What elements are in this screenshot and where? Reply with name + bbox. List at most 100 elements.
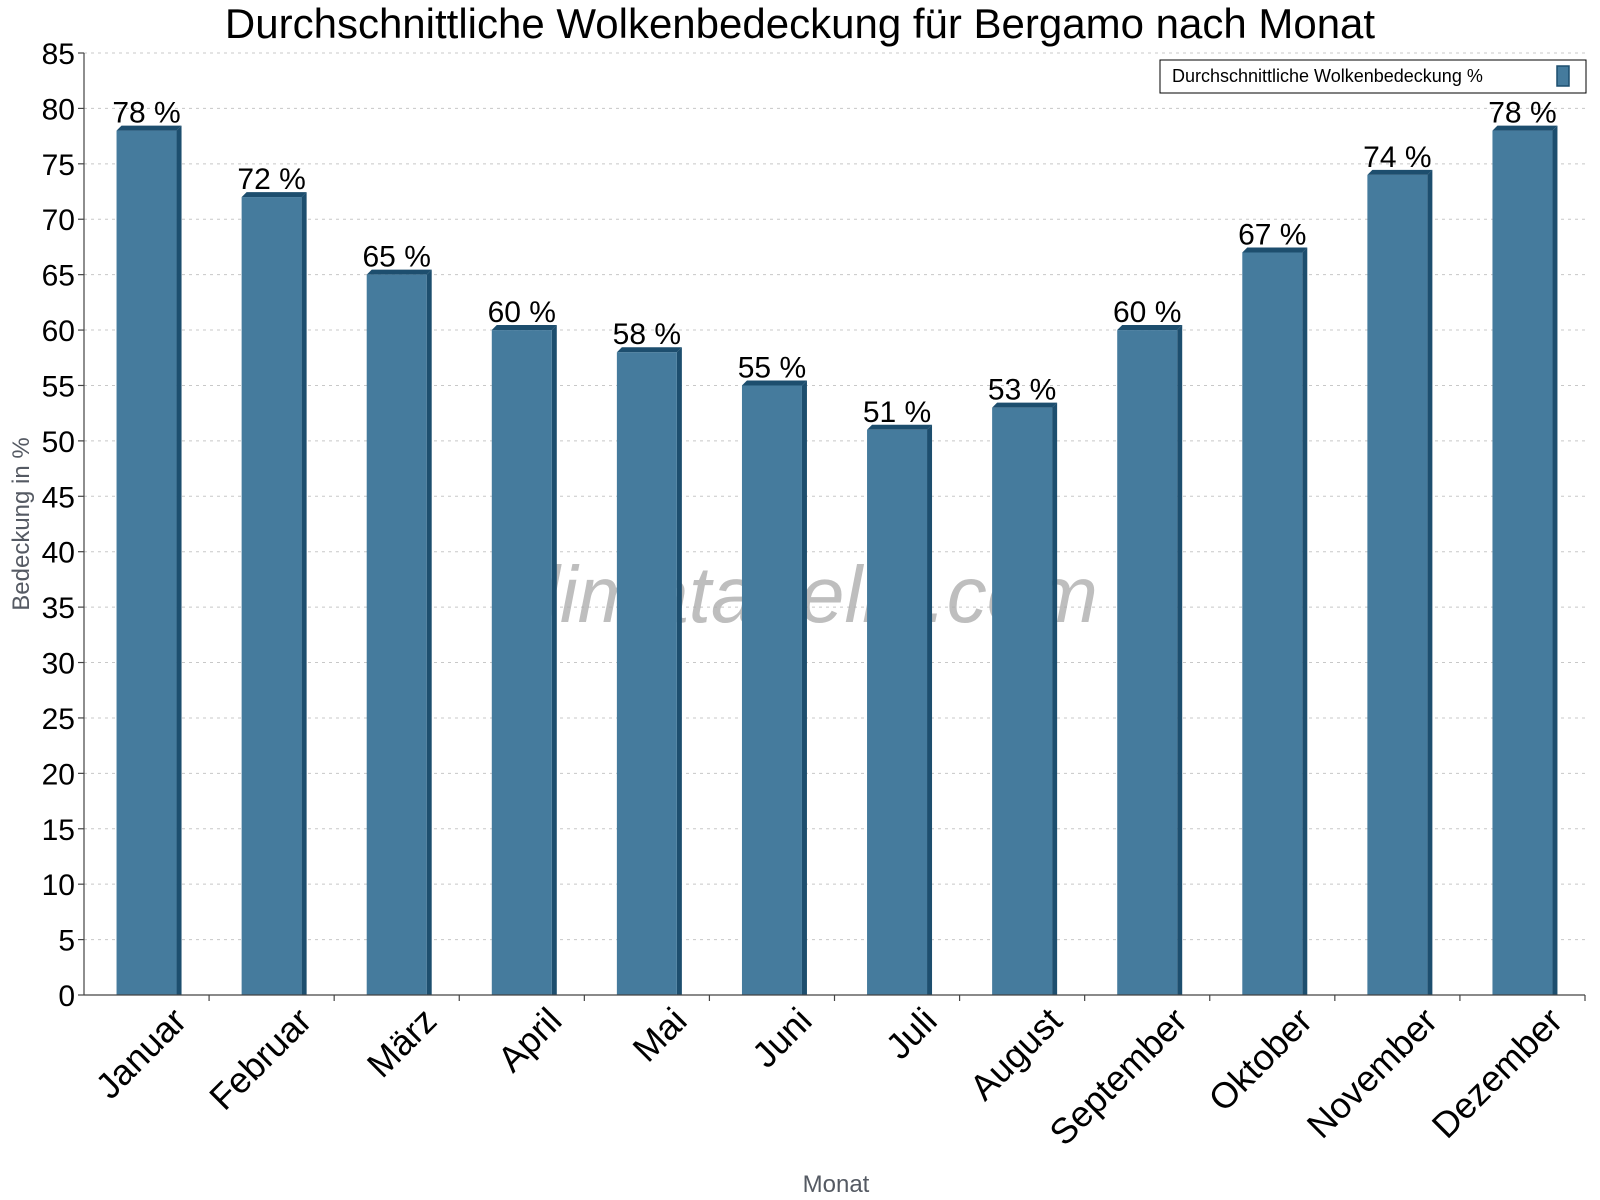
bar-side: [551, 325, 557, 995]
y-tick-label: 70: [42, 204, 75, 237]
y-tick-label: 0: [58, 980, 75, 1013]
y-tick-label: 25: [42, 703, 75, 736]
bar-side: [1052, 402, 1058, 996]
x-axis-label: Monat: [803, 1171, 870, 1198]
bar-juni: [741, 380, 807, 995]
y-axis-label: Bedeckung in %: [8, 437, 35, 610]
bar-value-label: 58 %: [613, 318, 681, 351]
bar-oktober: [1242, 247, 1308, 995]
y-tick-label: 10: [42, 869, 75, 902]
bar-september: [1117, 325, 1183, 995]
y-tick-label: 5: [58, 925, 75, 958]
y-tick-label: 20: [42, 758, 75, 791]
bar-face: [241, 197, 302, 996]
bar-dezember: [1492, 125, 1558, 995]
bar-top: [491, 325, 557, 331]
bar-value-label: 72 %: [237, 163, 305, 196]
bar-side: [176, 125, 182, 995]
bar-value-label: 53 %: [988, 374, 1056, 407]
bar-juli: [867, 424, 933, 995]
x-tick-label: März: [359, 1000, 445, 1086]
bar-februar: [241, 192, 307, 996]
bar-side: [676, 347, 682, 996]
value-labels: 78 % 72 % 65 % 60 % 58 % 55 % 51 % 53 % 60 % 67 %…: [112, 97, 1556, 429]
legend: Durchschnittliche Wolkenbedeckung %: [1159, 59, 1587, 94]
bar-side: [1427, 169, 1433, 995]
bar-januar: [116, 125, 182, 995]
x-tick-label: Juli: [878, 1000, 945, 1067]
x-tick-label: September: [1041, 1000, 1195, 1154]
y-tick-label: 85: [42, 38, 75, 71]
y-tick-label: 40: [42, 537, 75, 570]
x-tick-labels: Januar Februar März April Mai Juni Juli AugustS…: [87, 1000, 1570, 1154]
bar-face: [1117, 330, 1178, 995]
gridlines: [84, 52, 1585, 941]
y-tick-label: 15: [42, 814, 75, 847]
bar-top: [616, 347, 682, 353]
y-tick-label: 50: [42, 426, 75, 459]
y-tick-label: 45: [42, 481, 75, 514]
bar-value-label: 60 %: [1113, 296, 1181, 329]
x-tick-label: Oktober: [1200, 1000, 1320, 1120]
bar-face: [1492, 130, 1553, 995]
axes: [78, 52, 1586, 1001]
bar-top: [366, 269, 432, 275]
bar-side: [426, 269, 432, 995]
y-tick-label: 30: [42, 648, 75, 681]
y-tick-label: 35: [42, 592, 75, 625]
bar-face: [491, 330, 552, 995]
x-tick-label: Juni: [744, 1000, 820, 1076]
legend-label: Durchschnittliche Wolkenbedeckung %: [1172, 66, 1483, 86]
bar-top: [1117, 325, 1183, 331]
bar-face: [741, 385, 802, 995]
bar-august: [992, 402, 1058, 996]
x-tick-label: Mai: [625, 1000, 695, 1070]
bar-side: [801, 380, 807, 995]
bar-face: [366, 274, 427, 995]
bar-märz: [366, 269, 432, 995]
x-tick-label: April: [490, 1000, 570, 1080]
bar-top: [741, 380, 807, 386]
x-tick-label: August: [962, 1000, 1070, 1108]
bar-side: [301, 192, 307, 996]
bar-top: [867, 424, 933, 430]
bar-face: [992, 407, 1053, 996]
x-tick-label: November: [1299, 1000, 1445, 1146]
bar-face: [116, 130, 177, 995]
bar-value-label: 55 %: [738, 351, 806, 384]
bars: [116, 125, 1558, 996]
bar-top: [1492, 125, 1558, 131]
x-tick-label: Januar: [87, 1000, 194, 1107]
x-tick-label: Dezember: [1424, 1000, 1570, 1146]
x-tick-label: Februar: [201, 1000, 319, 1118]
y-tick-label: 60: [42, 315, 75, 348]
bar-value-label: 74 %: [1363, 141, 1431, 174]
bar-face: [616, 352, 677, 996]
bar-mai: [616, 347, 682, 996]
bar-top: [992, 402, 1058, 408]
legend-swatch: [1556, 65, 1570, 87]
bar-top: [1367, 169, 1433, 175]
bar-value-label: 67 %: [1238, 218, 1306, 251]
legend-box: [1159, 59, 1587, 94]
bar-top: [116, 125, 182, 131]
bar-side: [1177, 325, 1183, 995]
bar-value-label: 51 %: [863, 396, 931, 429]
y-tick-label: 80: [42, 93, 75, 126]
bar-top: [241, 192, 307, 198]
y-tick-label: 55: [42, 370, 75, 403]
bar-april: [491, 325, 557, 995]
bar-value-label: 78 %: [112, 97, 180, 130]
bar-value-label: 65 %: [363, 241, 431, 274]
chart-title: Durchschnittliche Wolkenbedeckung für Be…: [225, 0, 1376, 47]
bar-face: [1367, 174, 1428, 995]
bar-side: [927, 424, 933, 995]
bar-face: [867, 429, 928, 995]
bar-side: [1552, 125, 1558, 995]
y-tick-labels: 0 5 10 15 20 25 30 35 40 45 50 55 60 65 70 75 80 85: [42, 38, 75, 1013]
bar-top: [1242, 247, 1308, 253]
bar-value-label: 60 %: [488, 296, 556, 329]
y-tick-label: 65: [42, 260, 75, 293]
bar-face: [1242, 252, 1303, 995]
